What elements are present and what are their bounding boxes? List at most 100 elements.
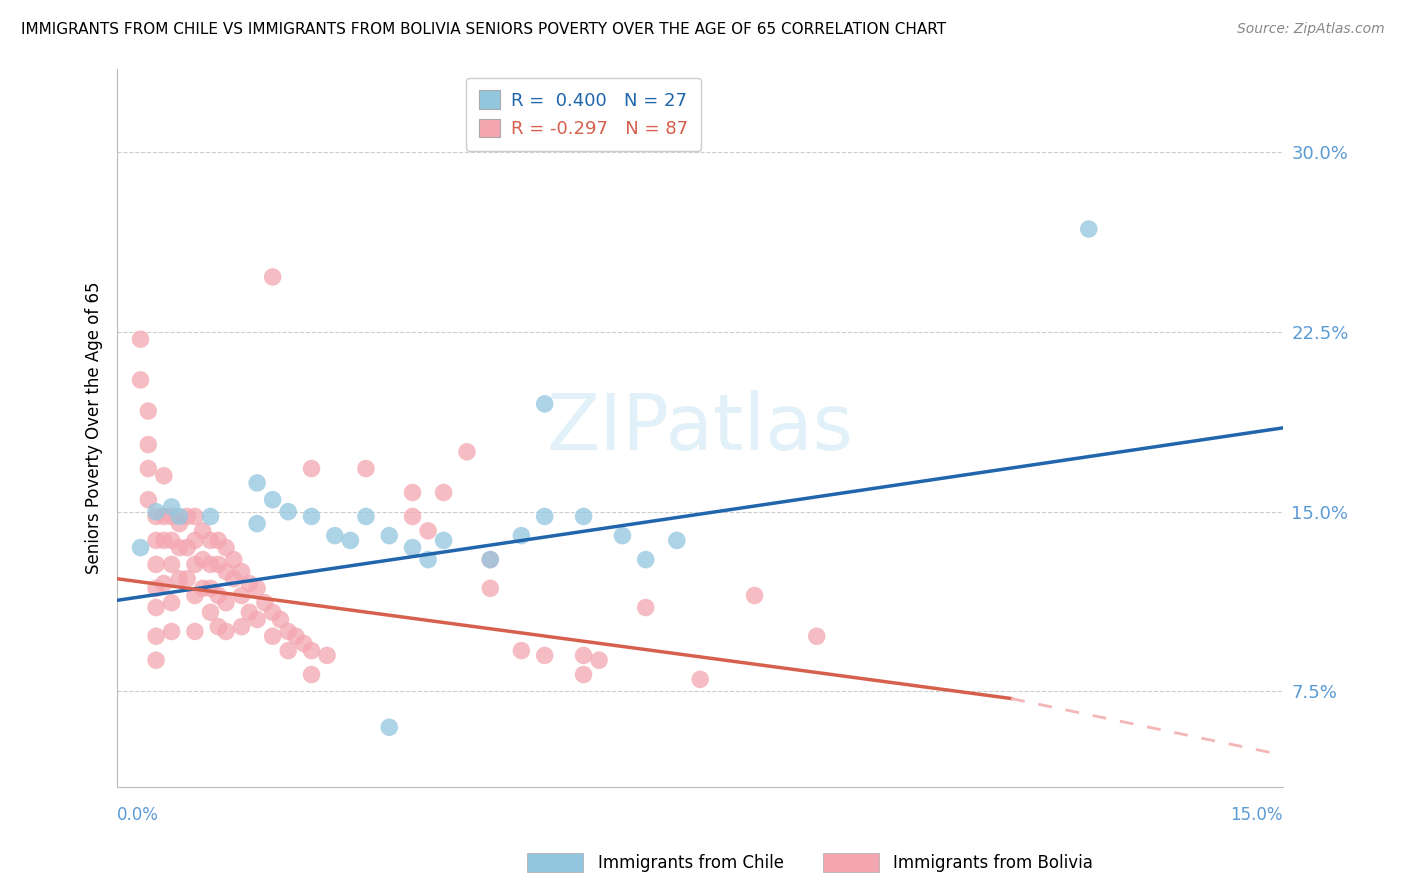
- Point: [200, 509, 222, 524]
- Point: [169, 541, 191, 555]
- Point: [222, 552, 245, 566]
- Text: IMMIGRANTS FROM CHILE VS IMMIGRANTS FROM BOLIVIA SENIORS POVERTY OVER THE AGE OF: IMMIGRANTS FROM CHILE VS IMMIGRANTS FROM…: [21, 22, 946, 37]
- Point: [479, 582, 502, 596]
- Point: [215, 541, 238, 555]
- Point: [1077, 222, 1099, 236]
- Point: [689, 673, 711, 687]
- Point: [572, 648, 595, 663]
- Point: [262, 269, 284, 284]
- Point: [572, 509, 595, 524]
- Point: [246, 582, 269, 596]
- Point: [316, 648, 339, 663]
- Point: [533, 397, 555, 411]
- Point: [378, 528, 401, 542]
- Point: [533, 509, 555, 524]
- Point: [184, 589, 207, 603]
- Point: [269, 612, 291, 626]
- Point: [153, 533, 176, 548]
- Y-axis label: Seniors Poverty Over the Age of 65: Seniors Poverty Over the Age of 65: [86, 282, 103, 574]
- Point: [572, 667, 595, 681]
- Point: [401, 509, 423, 524]
- Point: [262, 629, 284, 643]
- Point: [176, 509, 198, 524]
- Point: [262, 605, 284, 619]
- Point: [176, 572, 198, 586]
- Point: [401, 485, 423, 500]
- Point: [277, 505, 299, 519]
- Point: [145, 600, 167, 615]
- Point: [354, 461, 377, 475]
- Text: 15.0%: 15.0%: [1230, 806, 1284, 824]
- Point: [378, 720, 401, 734]
- Point: [145, 533, 167, 548]
- Point: [176, 541, 198, 555]
- Point: [510, 643, 533, 657]
- Point: [301, 643, 323, 657]
- Point: [277, 624, 299, 639]
- Point: [416, 524, 439, 538]
- Point: [169, 572, 191, 586]
- Point: [136, 492, 159, 507]
- Point: [246, 612, 269, 626]
- Text: Immigrants from Chile: Immigrants from Chile: [598, 854, 783, 871]
- Point: [277, 643, 299, 657]
- Point: [184, 624, 207, 639]
- Point: [238, 576, 260, 591]
- Point: [456, 444, 478, 458]
- Point: [129, 332, 152, 346]
- Point: [160, 624, 183, 639]
- Point: [184, 509, 207, 524]
- Legend: R =  0.400   N = 27, R = -0.297   N = 87: R = 0.400 N = 27, R = -0.297 N = 87: [467, 78, 702, 151]
- Text: 0.0%: 0.0%: [117, 806, 159, 824]
- Point: [246, 516, 269, 531]
- Point: [433, 533, 456, 548]
- Point: [160, 500, 183, 514]
- Point: [207, 533, 229, 548]
- Point: [184, 533, 207, 548]
- Point: [145, 653, 167, 667]
- Point: [612, 528, 634, 542]
- Point: [301, 461, 323, 475]
- Point: [191, 524, 214, 538]
- Point: [479, 552, 502, 566]
- Point: [200, 558, 222, 572]
- Point: [169, 516, 191, 531]
- Point: [231, 620, 253, 634]
- Point: [153, 468, 176, 483]
- Point: [231, 589, 253, 603]
- Point: [160, 558, 183, 572]
- Point: [207, 589, 229, 603]
- Point: [479, 552, 502, 566]
- Point: [160, 509, 183, 524]
- Point: [207, 620, 229, 634]
- Point: [285, 629, 308, 643]
- Point: [665, 533, 688, 548]
- Point: [153, 576, 176, 591]
- Point: [744, 589, 766, 603]
- Point: [354, 509, 377, 524]
- Point: [533, 648, 555, 663]
- Point: [292, 636, 315, 650]
- Point: [401, 541, 423, 555]
- Point: [145, 582, 167, 596]
- Point: [207, 558, 229, 572]
- Point: [200, 605, 222, 619]
- Point: [215, 596, 238, 610]
- Point: [200, 533, 222, 548]
- Point: [191, 552, 214, 566]
- Point: [634, 600, 657, 615]
- Text: Source: ZipAtlas.com: Source: ZipAtlas.com: [1237, 22, 1385, 37]
- Point: [169, 509, 191, 524]
- Point: [136, 437, 159, 451]
- Point: [184, 558, 207, 572]
- Point: [339, 533, 361, 548]
- Point: [253, 596, 276, 610]
- Point: [416, 552, 439, 566]
- Point: [222, 572, 245, 586]
- Point: [160, 596, 183, 610]
- Point: [323, 528, 346, 542]
- Point: [588, 653, 610, 667]
- Point: [301, 667, 323, 681]
- Point: [145, 505, 167, 519]
- Point: [145, 558, 167, 572]
